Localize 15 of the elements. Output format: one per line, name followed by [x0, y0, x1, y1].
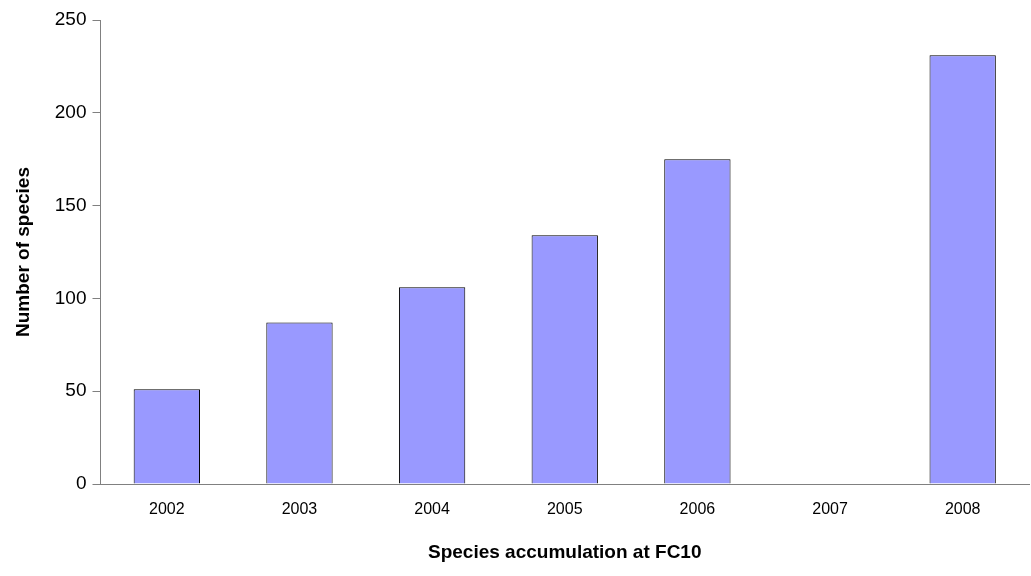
x-axis-title: Species accumulation at FC10: [428, 540, 702, 562]
x-tick-label: 2004: [414, 500, 451, 518]
x-tick-label: 2005: [546, 500, 583, 518]
x-tick-label: 2006: [679, 500, 716, 518]
x-tick-label: 2002: [149, 500, 185, 518]
y-tick-label: 150: [54, 193, 87, 215]
y-tick-label: 250: [54, 8, 87, 30]
y-axis-title: Number of species: [11, 167, 33, 337]
y-tick-label: 0: [75, 472, 87, 494]
x-tick-label: 2007: [812, 500, 848, 518]
y-tick-label: 200: [54, 101, 87, 123]
y-tick-label: 100: [54, 286, 87, 308]
x-tick-label: 2003: [281, 500, 318, 518]
x-tick-label: 2008: [944, 500, 981, 518]
y-tick-label: 50: [65, 379, 87, 401]
